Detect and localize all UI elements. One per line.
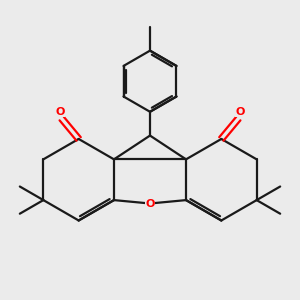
Text: O: O	[55, 107, 65, 117]
Text: O: O	[235, 107, 245, 117]
Text: O: O	[145, 199, 155, 208]
